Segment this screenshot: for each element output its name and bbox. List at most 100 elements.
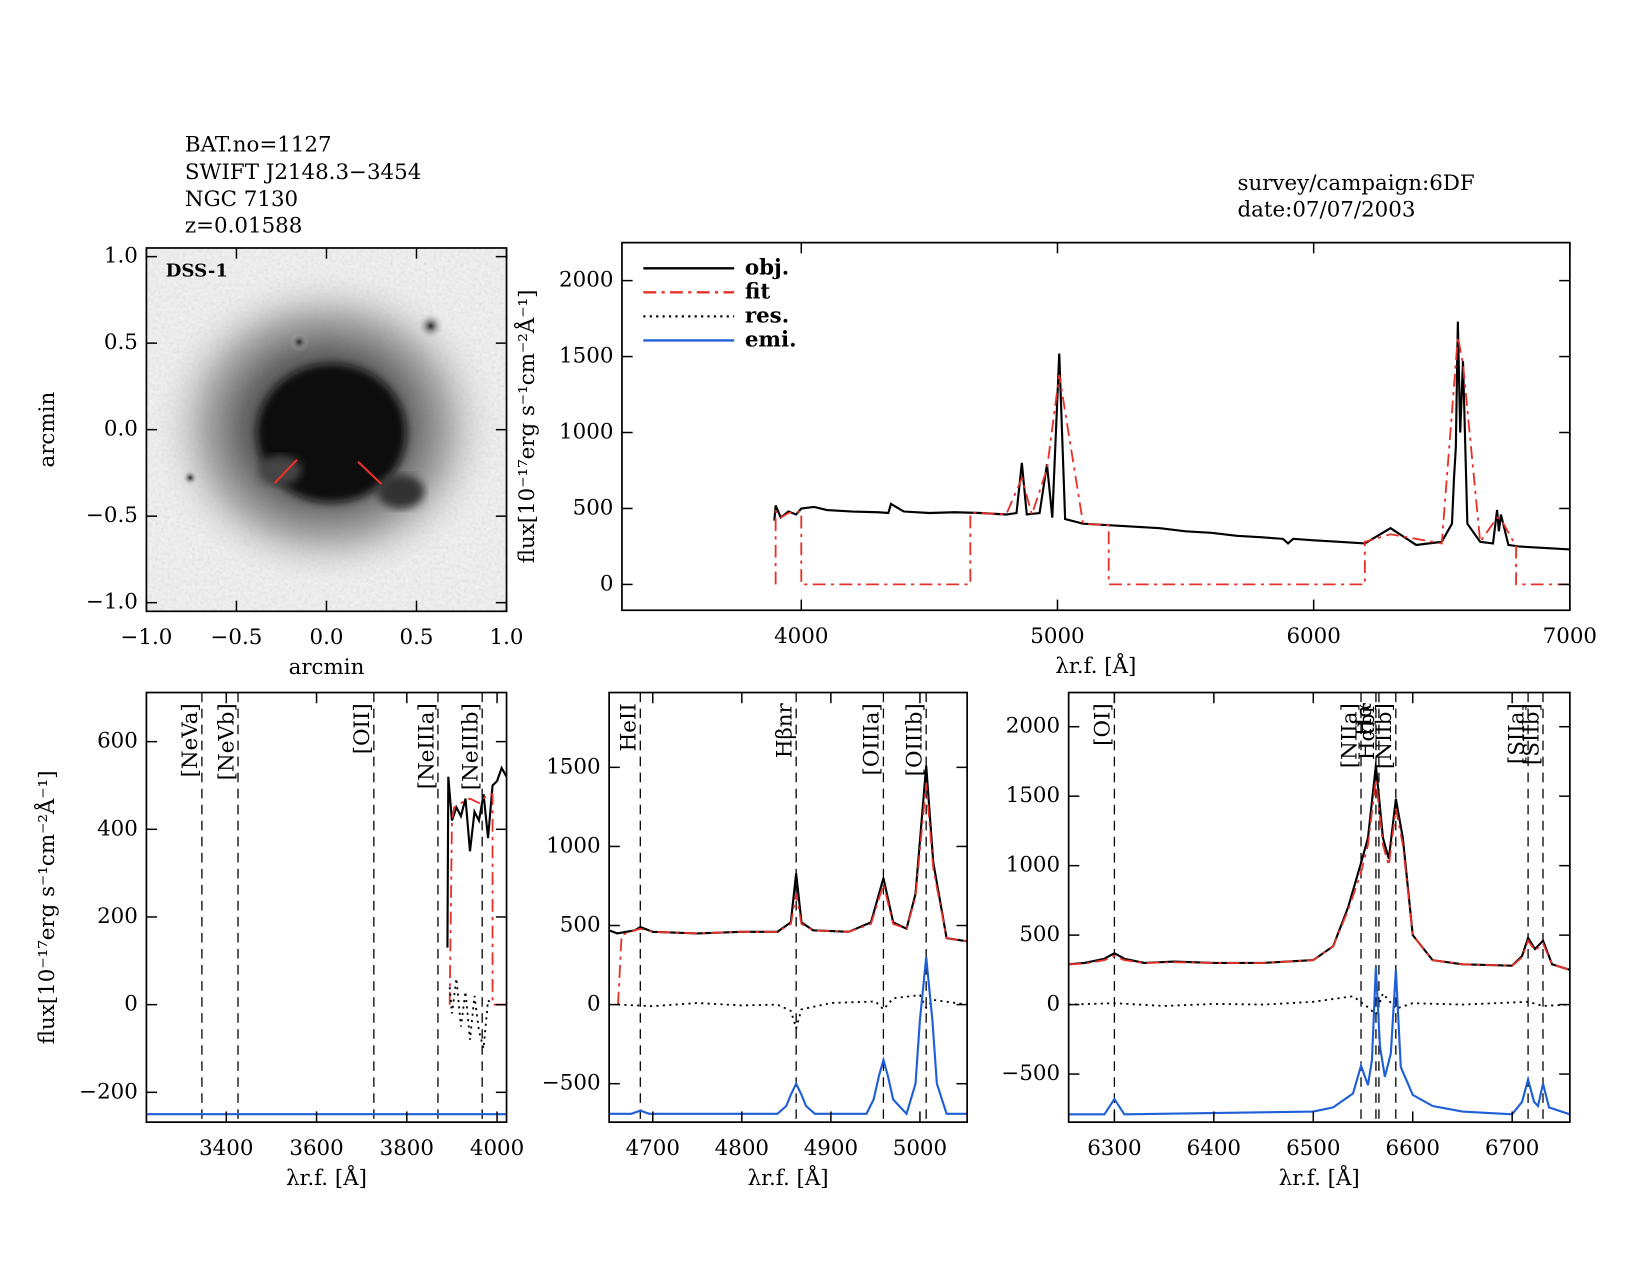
- x-tick-label: 5000: [893, 1136, 947, 1161]
- legend-label: fit: [745, 279, 771, 304]
- y-tick-label: 2000: [559, 268, 613, 293]
- x-tick-label: 6000: [1286, 624, 1340, 649]
- legend-label: obj.: [745, 255, 789, 280]
- line-label: Hαbr: [1355, 702, 1380, 760]
- x-axis-label: arcmin: [289, 655, 365, 680]
- y-tick-label: −1.0: [86, 590, 138, 615]
- line-label: [SIIa]: [1504, 703, 1529, 764]
- y-tick-label: −500: [1001, 1061, 1060, 1086]
- x-axis-label: λr.f. [Å]: [286, 1163, 367, 1191]
- y-tick-label: 1.0: [104, 244, 138, 269]
- series-line: [1068, 779, 1570, 971]
- y-tick-label: 2000: [1006, 714, 1060, 739]
- series-line: [448, 978, 494, 1049]
- header-text: survey/campaign:6DF: [1238, 171, 1475, 196]
- series-line: [446, 765, 507, 948]
- y-tick-label: −200: [79, 1079, 138, 1104]
- y-tick-label: 500: [573, 495, 614, 520]
- line-label: [OIIIa]: [860, 703, 885, 775]
- line-label: [NeVb]: [214, 703, 239, 780]
- series-line: [774, 336, 1570, 586]
- line-label: [NeVa]: [178, 703, 203, 777]
- y-tick-label: 1500: [559, 344, 613, 369]
- legend-label: emi.: [745, 327, 797, 352]
- x-tick-label: 3600: [289, 1136, 343, 1161]
- x-axis-label: λr.f. [Å]: [1055, 651, 1136, 679]
- x-tick-label: 5000: [1030, 624, 1084, 649]
- y-tick-label: 0: [124, 992, 138, 1017]
- x-axis-label: λr.f. [Å]: [748, 1163, 829, 1191]
- x-tick-label: 0.0: [309, 625, 343, 650]
- sky-image: [146, 247, 507, 612]
- y-axis-label: flux[10⁻¹⁷erg s⁻¹cm⁻²Å⁻¹]: [32, 770, 60, 1044]
- plot-frame: [621, 241, 1571, 612]
- image-label: DSS-1: [166, 260, 228, 281]
- x-tick-label: 6300: [1087, 1136, 1141, 1161]
- x-axis-label: λr.f. [Å]: [1279, 1163, 1360, 1191]
- x-tick-label: 6500: [1286, 1136, 1340, 1161]
- x-tick-label: 6700: [1485, 1136, 1539, 1161]
- header-text: date:07/07/2003: [1238, 198, 1416, 223]
- header-text: BAT.no=1127: [185, 132, 332, 157]
- y-tick-label: 600: [97, 729, 138, 754]
- y-tick-label: 1000: [1006, 853, 1060, 878]
- y-tick-label: −0.5: [86, 503, 138, 528]
- series-line: [609, 957, 968, 1116]
- line-label: [OII]: [350, 703, 375, 754]
- series-line: [1068, 991, 1570, 1016]
- header-text: NGC 7130: [185, 187, 298, 212]
- line-label: Hα: [1352, 703, 1377, 736]
- y-tick-label: −500: [542, 1071, 601, 1096]
- line-label: [SIIb]: [1519, 703, 1544, 765]
- line-label: [NIIb]: [1372, 703, 1397, 769]
- x-tick-label: −0.5: [211, 625, 263, 650]
- x-tick-label: 6600: [1386, 1136, 1440, 1161]
- x-tick-label: 1.0: [490, 625, 524, 650]
- y-axis-label: flux[10⁻¹⁷erg s⁻¹cm⁻²Å⁻¹]: [512, 290, 540, 564]
- legend-label: res.: [745, 303, 789, 328]
- series-line: [609, 765, 968, 943]
- line-label: HeII: [617, 703, 642, 751]
- y-tick-label: 500: [1019, 922, 1060, 947]
- x-tick-label: 3400: [199, 1136, 253, 1161]
- line-label: [OI]: [1091, 703, 1116, 746]
- x-tick-label: −1.0: [120, 625, 172, 650]
- line-label: [OIIIb]: [902, 703, 927, 776]
- y-tick-label: 0: [600, 571, 614, 596]
- line-label: [NeIIIa]: [414, 703, 439, 789]
- series-line: [448, 793, 507, 1006]
- line-label: [NIIa]: [1337, 703, 1362, 768]
- x-tick-label: 4800: [715, 1136, 769, 1161]
- y-tick-label: 0.0: [104, 417, 138, 442]
- x-tick-label: 4000: [470, 1136, 524, 1161]
- series-line: [1068, 765, 1570, 971]
- header-text: z=0.01588: [185, 214, 302, 239]
- series-line: [1068, 967, 1570, 1116]
- series-line: [617, 783, 968, 1005]
- x-tick-label: 6400: [1187, 1136, 1241, 1161]
- y-axis-label: arcmin: [35, 392, 60, 468]
- line-label: Hβnr: [772, 702, 797, 758]
- y-tick-label: 200: [97, 904, 138, 929]
- line-label: [NeIIIb]: [458, 703, 483, 790]
- plot-frame: [608, 691, 968, 1123]
- y-tick-label: 0: [587, 992, 601, 1017]
- y-tick-label: 1500: [1006, 783, 1060, 808]
- y-tick-label: 1500: [546, 754, 600, 779]
- x-tick-label: 0.5: [400, 625, 434, 650]
- series-line: [617, 994, 968, 1032]
- x-tick-label: 4900: [804, 1136, 858, 1161]
- x-tick-label: 4000: [774, 624, 828, 649]
- header-text: SWIFT J2148.3−3454: [185, 160, 421, 185]
- x-tick-label: 7000: [1543, 624, 1597, 649]
- plot-frame: [145, 691, 508, 1123]
- x-tick-label: 4700: [626, 1136, 680, 1161]
- x-tick-label: 3800: [380, 1136, 434, 1161]
- y-tick-label: 400: [97, 816, 138, 841]
- plot-frame: [1067, 691, 1571, 1123]
- y-tick-label: 0: [1047, 992, 1061, 1017]
- y-tick-label: 1000: [559, 420, 613, 445]
- y-tick-label: 500: [560, 913, 601, 938]
